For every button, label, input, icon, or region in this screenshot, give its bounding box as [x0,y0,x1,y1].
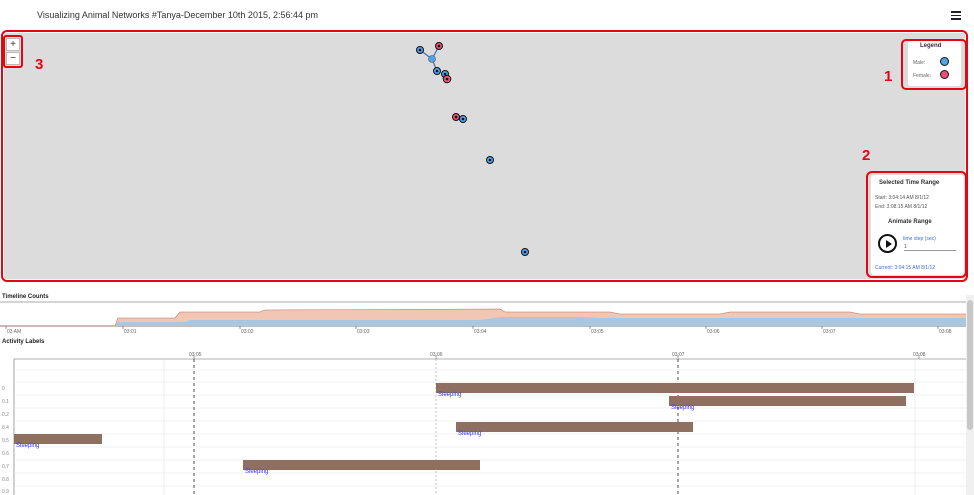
activity-bar-label: Sleeping [671,405,695,411]
timeline-tick: 03:08 [939,329,952,335]
timestep-label: time step (sec) [903,236,936,242]
legend-male-label: Male: [913,60,926,66]
current-time: Current: 3:04:15 AM 8/1/12 [875,265,936,271]
animal-node [418,48,422,52]
callout-1: 1 [884,68,893,85]
legend-title: Legend [920,43,942,49]
zoom-out-button[interactable]: − [6,52,20,65]
activity-tick: 03:06 [430,352,443,358]
timestep-input[interactable]: 1 [904,244,956,251]
activity-tick: 03:05 [189,352,202,358]
timeline-tick: 03:07 [823,329,836,335]
activity-bar[interactable]: Sleeping [456,422,693,437]
scrollbar-thumb[interactable] [967,300,973,430]
activity-labels-title: Activity Labels [2,339,45,345]
activity-row-label: 0.1 [2,399,9,405]
timeline-counts-title: Timeline Counts [2,294,49,300]
timeline-tick: 03:01 [124,329,137,335]
callout-3: 3 [35,56,44,73]
page-title: Visualizing Animal Networks #Tanya-Decem… [37,10,318,20]
activity-row-label: 0.8 [2,477,9,483]
time-range-panel [871,175,964,275]
timeline-tick: 03:05 [591,329,604,335]
network-map[interactable] [4,33,965,279]
legend-female-label: Female: [913,73,932,79]
hamburger-menu-icon[interactable] [951,11,961,20]
activity-bar-label: Sleeping [245,469,269,475]
time-range-highlight-frame [866,171,967,278]
time-range-end: End: 3:08:15 AM 8/1/12 [875,204,928,210]
zoom-highlight-frame [3,35,23,68]
activity-chart-grid [13,355,966,495]
callout-2: 2 [862,147,871,164]
activity-bar[interactable]: Sleeping [14,434,102,449]
time-range-start: Start: 3:04:14 AM 8/1/12 [875,195,929,201]
play-icon [886,240,892,248]
activity-row-label: 0.4 [2,425,9,431]
legend-highlight-frame [901,39,967,90]
timeline-tick: 03 AM [7,329,22,335]
activity-row-label: 0.5 [2,438,9,444]
legend [908,41,961,86]
activity-bar[interactable]: Sleeping [436,383,914,398]
timeline-counts-chart[interactable] [0,300,966,340]
animate-range-title: Animate Range [888,219,932,225]
timeline-tick: 03:02 [241,329,254,335]
activity-tick: 03:07 [672,352,685,358]
timeline-tick: 03:06 [707,329,720,335]
activity-row-label: 0.7 [2,464,9,470]
activity-row-label: 0.9 [2,489,9,495]
zoom-in-button[interactable]: + [6,38,20,51]
timeline-tick: 03:04 [474,329,487,335]
male-color-swatch [940,57,949,66]
timeline-tick: 03:03 [357,329,370,335]
activity-row-label: 0 [2,386,5,392]
play-button[interactable] [878,234,897,253]
animal-node [428,55,436,63]
activity-bar-label: Sleeping [438,392,462,398]
activity-bar-label: Sleeping [16,443,40,449]
activity-bar[interactable]: Sleeping [669,396,906,411]
network-graph [416,42,529,256]
female-color-swatch [940,70,949,79]
map-highlight-frame [1,30,968,282]
time-range-title: Selected Time Range [879,180,940,186]
activity-row-label: 0.6 [2,451,9,457]
activity-row-label: 0.2 [2,412,9,418]
activity-bar[interactable]: Sleeping [243,460,480,475]
activity-bar-label: Sleeping [458,431,482,437]
activity-tick: 03:08 [913,352,926,358]
